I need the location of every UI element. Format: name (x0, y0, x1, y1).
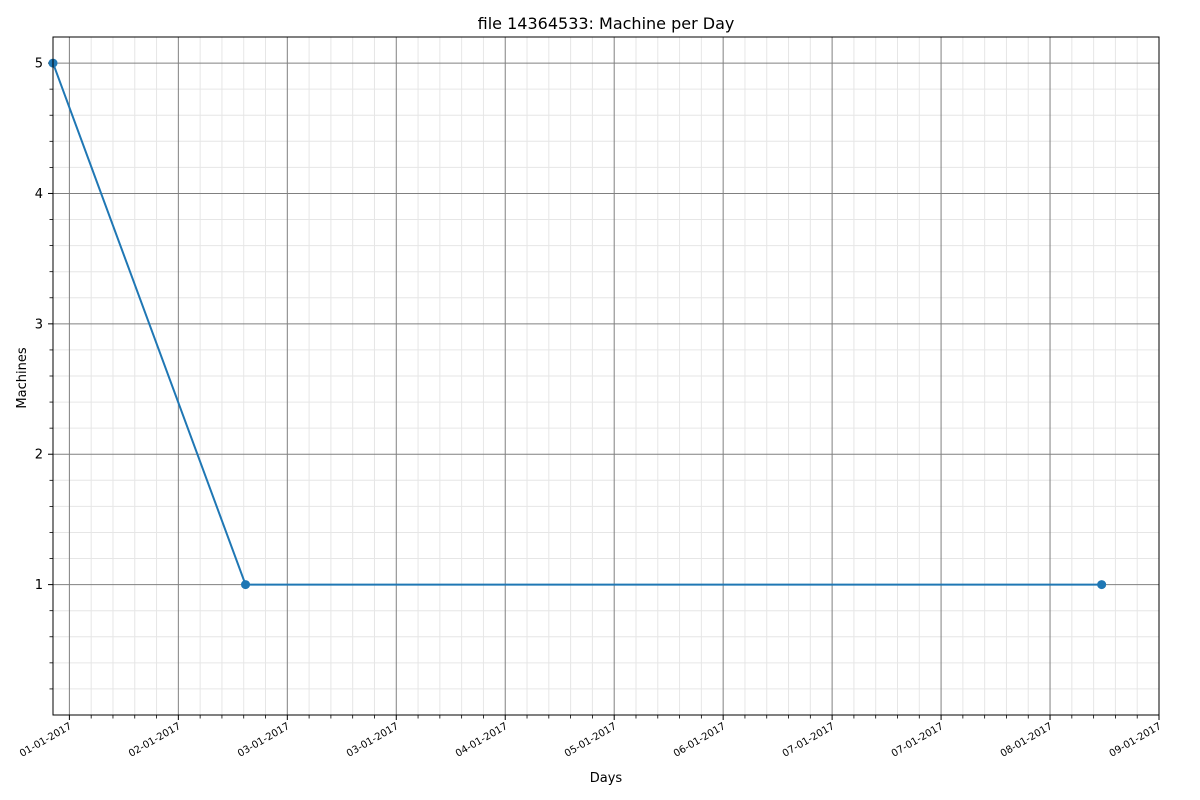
tick-labels: 01-01-2017 02-01-2017 03-01-2017 03-01-2017… (18, 57, 1163, 760)
y-axis-label: Machines (15, 347, 30, 408)
x-tick-label: 09-01-2017 (1108, 721, 1164, 760)
data-point (241, 580, 251, 590)
x-tick-label: 03-01-2017 (345, 721, 401, 760)
plot-frame (52, 36, 1160, 716)
x-tick-label: 06-01-2017 (672, 721, 728, 760)
axis-ticks (48, 62, 1160, 720)
x-tick-label: 02-01-2017 (127, 721, 183, 760)
y-tick-label: 2 (35, 448, 43, 463)
y-tick-label: 4 (35, 187, 43, 202)
data-point (1097, 580, 1107, 590)
minor-grid (53, 37, 1159, 715)
x-tick-label: 07-01-2017 (890, 721, 946, 760)
x-tick-label: 07-01-2017 (781, 721, 837, 760)
y-tick-label: 3 (35, 317, 43, 332)
chart-title: file 14364533: Machine per Day (478, 14, 735, 33)
y-tick-label: 5 (35, 57, 43, 72)
x-tick-label: 08-01-2017 (999, 721, 1055, 760)
x-tick-label: 03-01-2017 (236, 721, 292, 760)
y-tick-label: 1 (35, 578, 43, 593)
x-tick-label: 01-01-2017 (18, 721, 74, 760)
x-axis-label: Days (590, 771, 623, 786)
x-tick-label: 05-01-2017 (563, 721, 619, 760)
x-tick-label: 04-01-2017 (454, 721, 510, 760)
